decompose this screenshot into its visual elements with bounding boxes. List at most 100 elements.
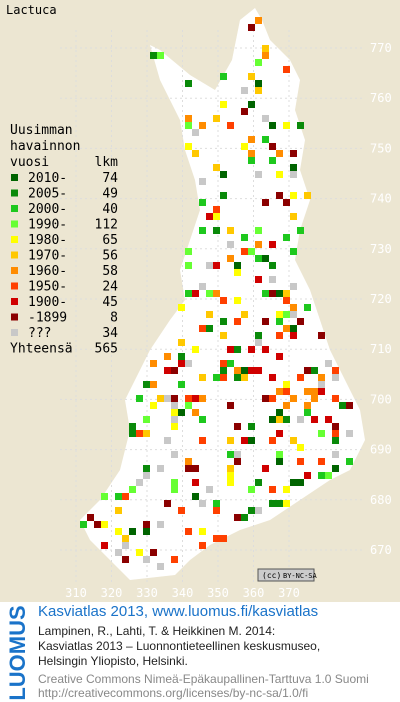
observation-square [283,234,290,241]
observation-square [325,416,332,423]
legend-count: 58 [102,264,118,279]
observation-square [297,318,304,325]
observation-square [199,227,206,234]
observation-square [290,171,297,178]
legend-count: 34 [102,326,118,341]
observation-square [339,402,346,409]
observation-square [136,479,143,486]
observation-square [269,276,276,283]
observation-square [220,297,227,304]
observation-square [171,395,178,402]
legend-count: 45 [102,295,118,310]
observation-square [143,465,150,472]
observation-square [157,465,164,472]
observation-square [262,52,269,59]
legend-label: 1900- [28,295,67,310]
observation-square [332,423,339,430]
observation-square [311,367,318,374]
observation-square [143,472,150,479]
observation-square [297,122,304,129]
observation-square [234,262,241,269]
observation-square [276,150,283,157]
observation-square [248,346,255,353]
license-line: http://creativecommons.org/licenses/by-n… [38,686,309,700]
observation-square [241,311,248,318]
observation-square [220,318,227,325]
y-tick-label: 670 [370,543,392,557]
observation-square [157,563,164,570]
observation-square [269,143,276,150]
observation-square [178,381,185,388]
observation-square [290,479,297,486]
observation-square [241,248,248,255]
observation-square [311,416,318,423]
observation-square [283,500,290,507]
observation-square [248,507,255,514]
observation-square [234,346,241,353]
observation-square [283,290,290,297]
observation-square [276,318,283,325]
observation-square [129,430,136,437]
observation-square [171,409,178,416]
y-tick-label: 740 [370,192,392,206]
observation-square [255,227,262,234]
observation-square [325,472,332,479]
observation-square [199,395,206,402]
legend-swatch [11,205,18,212]
observation-square [269,157,276,164]
observation-square [136,395,143,402]
observation-square [304,472,311,479]
observation-square [290,332,297,339]
observation-square [255,171,262,178]
observation-square [199,199,206,206]
legend-swatch [11,313,18,321]
observation-square [206,290,213,297]
observation-square [150,360,157,367]
observation-square [311,388,318,395]
observation-square [213,115,220,122]
observation-square [276,290,283,297]
observation-square [283,297,290,304]
observation-square [304,409,311,416]
observation-square [227,451,234,458]
observation-square [185,115,192,122]
observation-square [185,248,192,255]
observation-square [283,122,290,129]
observation-square [220,332,227,339]
observation-square [346,402,353,409]
observation-square [234,269,241,276]
observation-square [332,451,339,458]
observation-square [332,465,339,472]
observation-square [318,388,325,395]
observation-square [332,374,339,381]
observation-square [311,395,318,402]
observation-square [297,374,304,381]
observation-square [276,332,283,339]
observation-square [185,458,192,465]
observation-square [164,353,171,360]
legend-count: 8 [110,311,118,326]
observation-square [206,486,213,493]
observation-square [220,73,227,80]
observation-square [115,528,122,535]
license-line: Creative Commons Nimeä-Epäkaupallinen-Ta… [38,672,369,686]
observation-square [227,227,234,234]
observation-square [143,416,150,423]
observation-square [220,535,227,542]
observation-square [241,437,248,444]
observation-square [255,332,262,339]
observation-square [290,192,297,199]
observation-square [164,437,171,444]
observation-square [227,472,234,479]
observation-square [241,374,248,381]
observation-square [297,479,304,486]
observation-square [80,521,87,528]
observation-square [150,549,157,556]
observation-square [318,472,325,479]
legend-label: 1990- [28,218,67,233]
observation-square [178,339,185,346]
observation-square [101,542,108,549]
observation-square [192,346,199,353]
observation-square [241,234,248,241]
legend-count: 56 [102,249,118,264]
